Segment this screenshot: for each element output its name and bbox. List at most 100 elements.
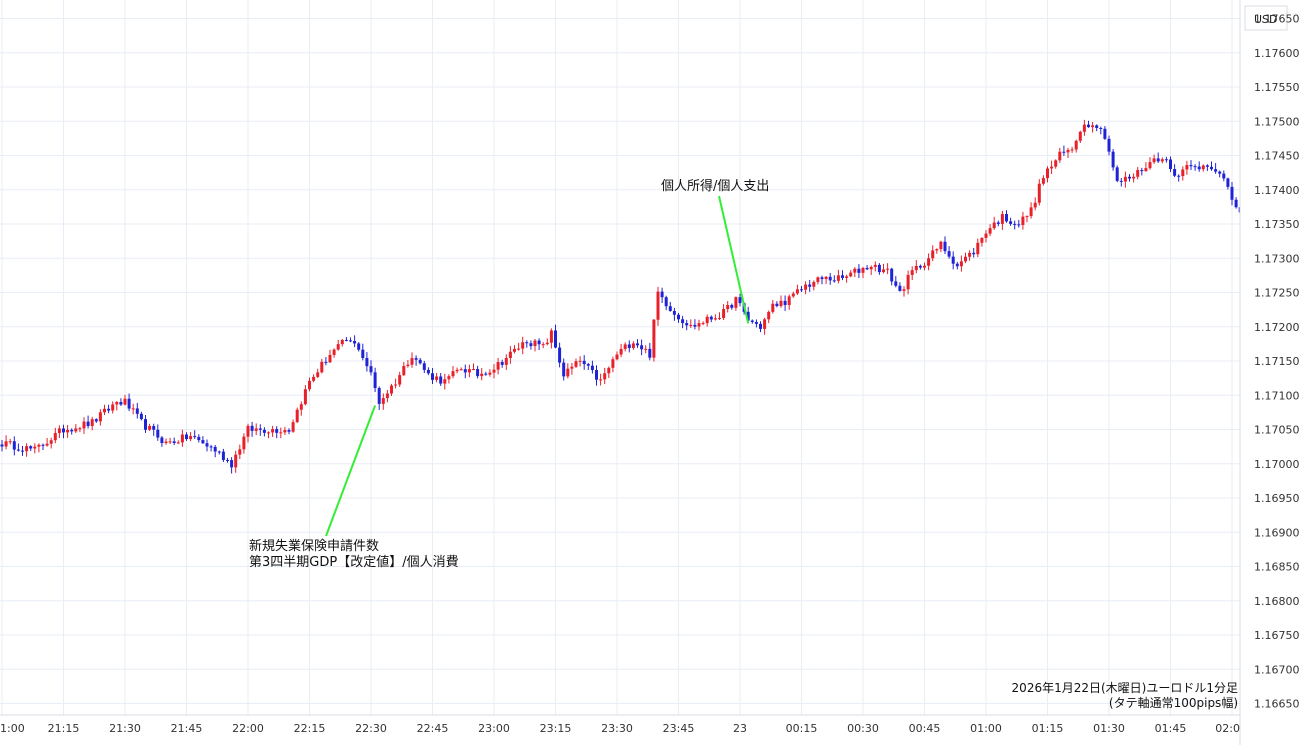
- candle-body: [1132, 176, 1136, 179]
- candle-down: [820, 275, 824, 285]
- candle-down: [1214, 163, 1218, 174]
- candle-down: [209, 444, 213, 452]
- candle-up: [980, 237, 984, 247]
- candle-body: [545, 342, 549, 345]
- candle-body: [385, 393, 389, 399]
- candle-body: [939, 241, 943, 250]
- candle-up: [398, 371, 402, 387]
- candle-body: [492, 369, 496, 373]
- candle-body: [197, 436, 201, 441]
- candle-up: [771, 299, 775, 314]
- candle-body: [668, 306, 672, 311]
- candle-body: [775, 303, 779, 307]
- candle-up: [959, 255, 963, 272]
- candle-down: [590, 360, 594, 374]
- candle-down: [156, 424, 160, 441]
- chart-caption-line-2: (タテ軸通常100pips幅): [1109, 695, 1238, 710]
- candle-up: [1021, 211, 1025, 230]
- candle-body: [139, 413, 143, 420]
- candle-body: [316, 372, 320, 377]
- candle-body: [1021, 216, 1025, 226]
- candle-down: [955, 261, 959, 270]
- candle-body: [357, 343, 361, 350]
- candle-down: [500, 359, 504, 368]
- candle-up: [1000, 210, 1004, 230]
- candle-body: [390, 385, 393, 394]
- annotation-label: 第3四半期GDP【改定値】/個人消費: [249, 554, 459, 570]
- candle-up: [697, 319, 701, 331]
- candle-up: [238, 444, 242, 460]
- candle-down: [217, 450, 221, 455]
- candle-up: [787, 294, 791, 310]
- candle-body: [1029, 207, 1033, 217]
- candle-body: [504, 357, 508, 365]
- candle-body: [394, 384, 398, 386]
- candle-up: [394, 378, 398, 389]
- candle-body: [877, 264, 881, 273]
- candle-up: [316, 368, 320, 379]
- candle-up: [467, 364, 471, 378]
- candle-up: [816, 276, 820, 285]
- candle-down: [1218, 170, 1222, 178]
- candle-body: [496, 362, 500, 370]
- candle-up: [923, 262, 926, 271]
- candle-body: [1119, 180, 1123, 182]
- candle-body: [841, 275, 844, 278]
- candle-up: [541, 342, 545, 349]
- candle-up: [914, 260, 918, 274]
- candle-body: [8, 441, 12, 443]
- candle-up: [447, 374, 451, 384]
- candle-up: [123, 394, 127, 406]
- candle-down: [1197, 161, 1201, 172]
- time-tick-label: 22:30: [355, 722, 387, 735]
- candle-body: [1193, 166, 1197, 168]
- candle-body: [914, 265, 918, 271]
- candle-up: [33, 443, 37, 454]
- candle-up: [295, 407, 299, 423]
- candle-body: [992, 222, 996, 229]
- candle-down: [1205, 164, 1209, 171]
- candle-body: [964, 256, 967, 262]
- candle-body: [283, 430, 287, 433]
- candle-up: [656, 286, 660, 326]
- candle-body: [443, 379, 447, 384]
- candle-up: [545, 338, 549, 346]
- candle-body: [312, 376, 316, 381]
- candle-up: [549, 328, 553, 349]
- candle-body: [1123, 176, 1127, 182]
- candle-up: [652, 319, 656, 362]
- candle-up: [517, 342, 521, 351]
- candle-body: [1062, 151, 1066, 153]
- candle-body: [672, 310, 676, 315]
- candle-up: [935, 248, 939, 254]
- candle-down: [865, 265, 869, 271]
- candle-up: [8, 438, 12, 445]
- candle-up: [1054, 159, 1058, 169]
- candle-body: [590, 365, 594, 371]
- candle-down: [672, 307, 676, 321]
- candle-body: [845, 276, 849, 278]
- candle-down: [1169, 156, 1172, 173]
- candle-down: [1119, 178, 1123, 187]
- candle-up: [824, 276, 828, 284]
- candle-body: [1078, 131, 1082, 141]
- candle-down: [135, 402, 139, 419]
- price-tick-label: 1.17650: [1254, 13, 1300, 26]
- candle-down: [418, 357, 422, 365]
- candle-up: [1091, 121, 1095, 133]
- candle-up: [53, 427, 57, 444]
- candle-up: [283, 426, 287, 436]
- candle-body: [927, 258, 931, 266]
- candle-body: [980, 237, 984, 243]
- candle-body: [697, 323, 701, 327]
- candle-body: [607, 367, 611, 374]
- candle-body: [816, 277, 820, 282]
- candle-down: [250, 421, 254, 437]
- candle-up: [611, 356, 615, 373]
- candle-up: [1078, 130, 1082, 144]
- candle-body: [861, 267, 865, 273]
- candle-up: [992, 216, 996, 230]
- candle-body: [894, 281, 898, 286]
- candle-body: [849, 272, 853, 277]
- candle-body: [262, 429, 266, 433]
